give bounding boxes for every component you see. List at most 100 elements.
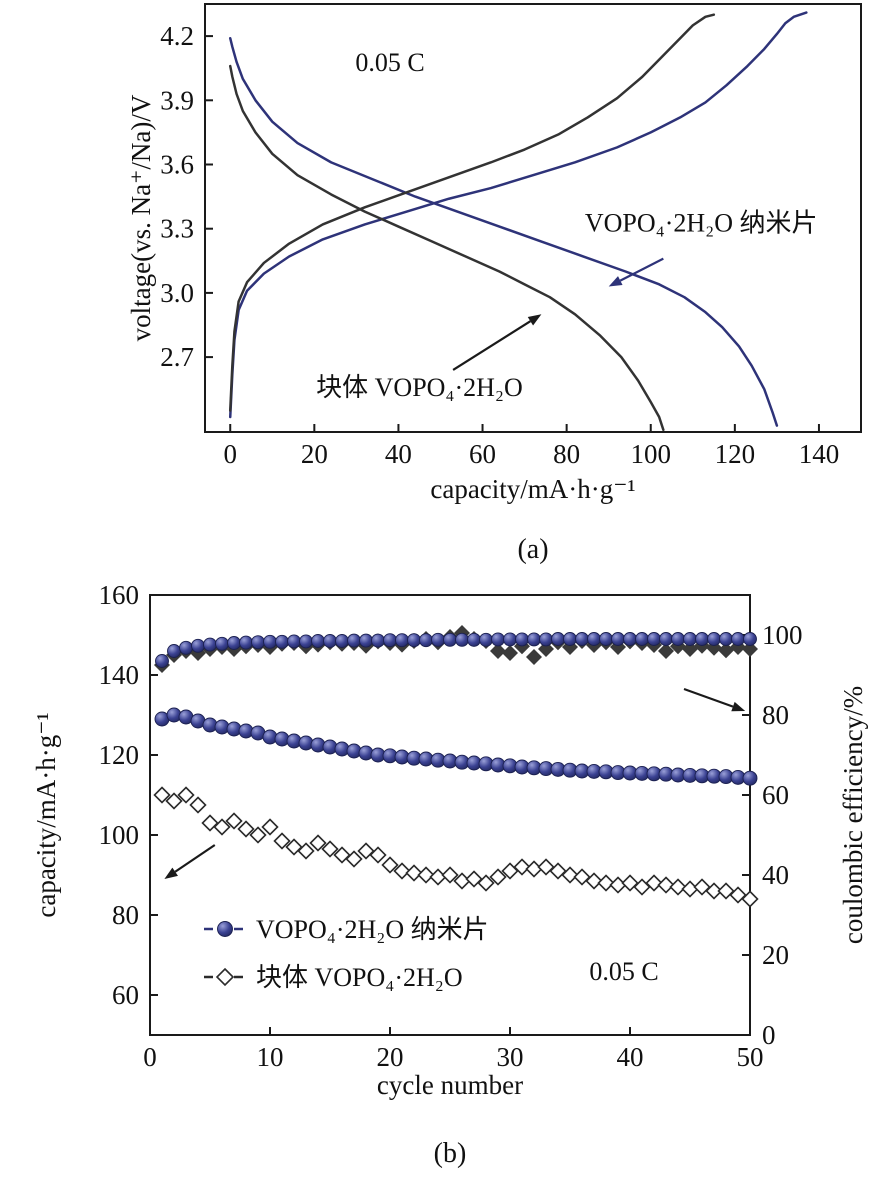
circle-marker [419, 633, 433, 648]
x-axis-label-a: capacity/mA·h·g⁻¹ [430, 474, 635, 504]
open-diamond-marker [597, 874, 615, 892]
x-tick-label: 20 [301, 439, 328, 469]
circle-marker [371, 633, 385, 648]
rate-annotation: 0.05 C [589, 957, 658, 986]
circle-marker [217, 921, 233, 937]
nanosheet-curve-label: VOPO₄·2H₂O 纳米片 [585, 208, 818, 237]
open-diamond-marker [657, 876, 675, 894]
open-diamond-marker [215, 967, 235, 987]
circle-marker [611, 632, 625, 646]
open-diamond-marker [405, 864, 423, 882]
nanosheet-arrow-head [608, 276, 623, 287]
series-line-nanosheet-discharge [228, 36, 779, 427]
series-nanosheet-discharge [228, 36, 779, 427]
series-nanosheet-capacity [154, 707, 758, 786]
capacity-axis-arrow-shaft [174, 844, 216, 873]
circle-marker [263, 634, 277, 649]
circle-marker [743, 632, 757, 646]
x-tick-label: 40 [617, 1042, 644, 1072]
circle-marker [179, 640, 193, 655]
circle-marker [203, 637, 217, 652]
y-axis-label-a: voltage(vs. Na⁺/Na)/V [126, 94, 156, 341]
diamond-marker [742, 641, 758, 657]
right-y-tick-label: 0 [762, 1020, 776, 1050]
diamond-marker [706, 639, 722, 656]
circle-marker [251, 635, 265, 650]
series-line-bulk-charge [228, 13, 716, 412]
circle-marker [155, 654, 169, 668]
y-tick-label: 80 [112, 900, 139, 930]
open-diamond-marker [153, 786, 171, 804]
circle-marker [671, 632, 685, 646]
x-tick-label: 50 [737, 1042, 764, 1072]
series-line-nanosheet-charge [228, 11, 808, 419]
x-tick-label: 40 [385, 439, 412, 469]
open-diamond-marker [225, 812, 243, 830]
circle-marker [311, 634, 325, 648]
open-diamond-marker [417, 866, 435, 884]
circle-marker [707, 632, 721, 646]
x-tick-label: 0 [143, 1042, 157, 1072]
open-diamond-marker [477, 874, 495, 892]
circle-marker [742, 770, 758, 786]
x-axis-label-b: cycle number [377, 1070, 523, 1100]
y-tick-label: 3.9 [160, 85, 194, 115]
open-diamond-marker [261, 818, 279, 836]
circle-marker [527, 632, 541, 647]
y-axis-label-left-b: capacity/mA·h·g⁻¹ [31, 712, 61, 917]
circle-marker [551, 632, 565, 646]
x-tick-label: 10 [257, 1042, 284, 1072]
diamond-marker [658, 643, 674, 659]
panel-a-caption: (a) [517, 534, 548, 565]
open-diamond-marker [321, 840, 339, 858]
legend-nanosheet-label: VOPO₄·2H₂O 纳米片 [256, 915, 489, 944]
right-y-tick-label: 100 [762, 620, 803, 650]
series-line-bulk-discharge [228, 64, 665, 432]
circle-marker [347, 633, 361, 648]
diamond-marker [682, 641, 698, 657]
circle-marker [515, 632, 529, 647]
nanosheet-arrow-shaft [619, 257, 664, 282]
right-y-tick-label: 60 [762, 780, 789, 810]
legend-bulk-label: 块体 VOPO₄·2H₂O [256, 963, 463, 992]
circle-marker [587, 632, 601, 646]
x-tick-label: 20 [377, 1042, 404, 1072]
circle-marker [575, 632, 589, 646]
right-y-tick-label: 80 [762, 700, 789, 730]
bulk-arrow-head [527, 314, 542, 326]
circle-marker [383, 633, 397, 648]
x-tick-label: 120 [715, 439, 756, 469]
open-diamond-marker [237, 820, 255, 838]
efficiency-axis-arrow-head [731, 701, 746, 712]
open-diamond-marker [273, 832, 291, 850]
diamond-marker [490, 643, 506, 659]
circle-marker [239, 635, 253, 650]
open-diamond-marker [561, 866, 579, 884]
circle-marker [539, 632, 553, 647]
circle-marker [359, 633, 373, 648]
open-diamond-marker [681, 880, 699, 898]
open-diamond-marker [189, 796, 207, 814]
circle-marker [719, 632, 733, 646]
open-diamond-marker [249, 826, 267, 844]
diamond-marker [502, 645, 518, 661]
circle-marker [479, 632, 493, 647]
legend-bulk: 块体 VOPO₄·2H₂O [204, 963, 463, 992]
open-diamond-marker [393, 862, 411, 880]
open-diamond-marker [345, 850, 363, 868]
x-tick-label: 30 [497, 1042, 524, 1072]
circle-marker [623, 632, 637, 646]
circle-marker [443, 632, 457, 647]
plot-area-b: 0 10 20 30 40 50 60 80 100 120 140 160 0 20 40 60 80 100 0… [99, 580, 803, 1072]
circle-marker [167, 644, 181, 658]
right-y-tick-label: 40 [762, 860, 789, 890]
y-tick-label: 2.7 [160, 342, 194, 372]
open-diamond-marker [297, 842, 315, 860]
open-diamond-marker [645, 874, 663, 892]
open-diamond-marker [165, 792, 183, 810]
diamond-marker [718, 642, 734, 659]
circle-marker [191, 638, 205, 653]
x-tick-label: 80 [553, 439, 580, 469]
series-bulk-discharge [228, 64, 665, 432]
